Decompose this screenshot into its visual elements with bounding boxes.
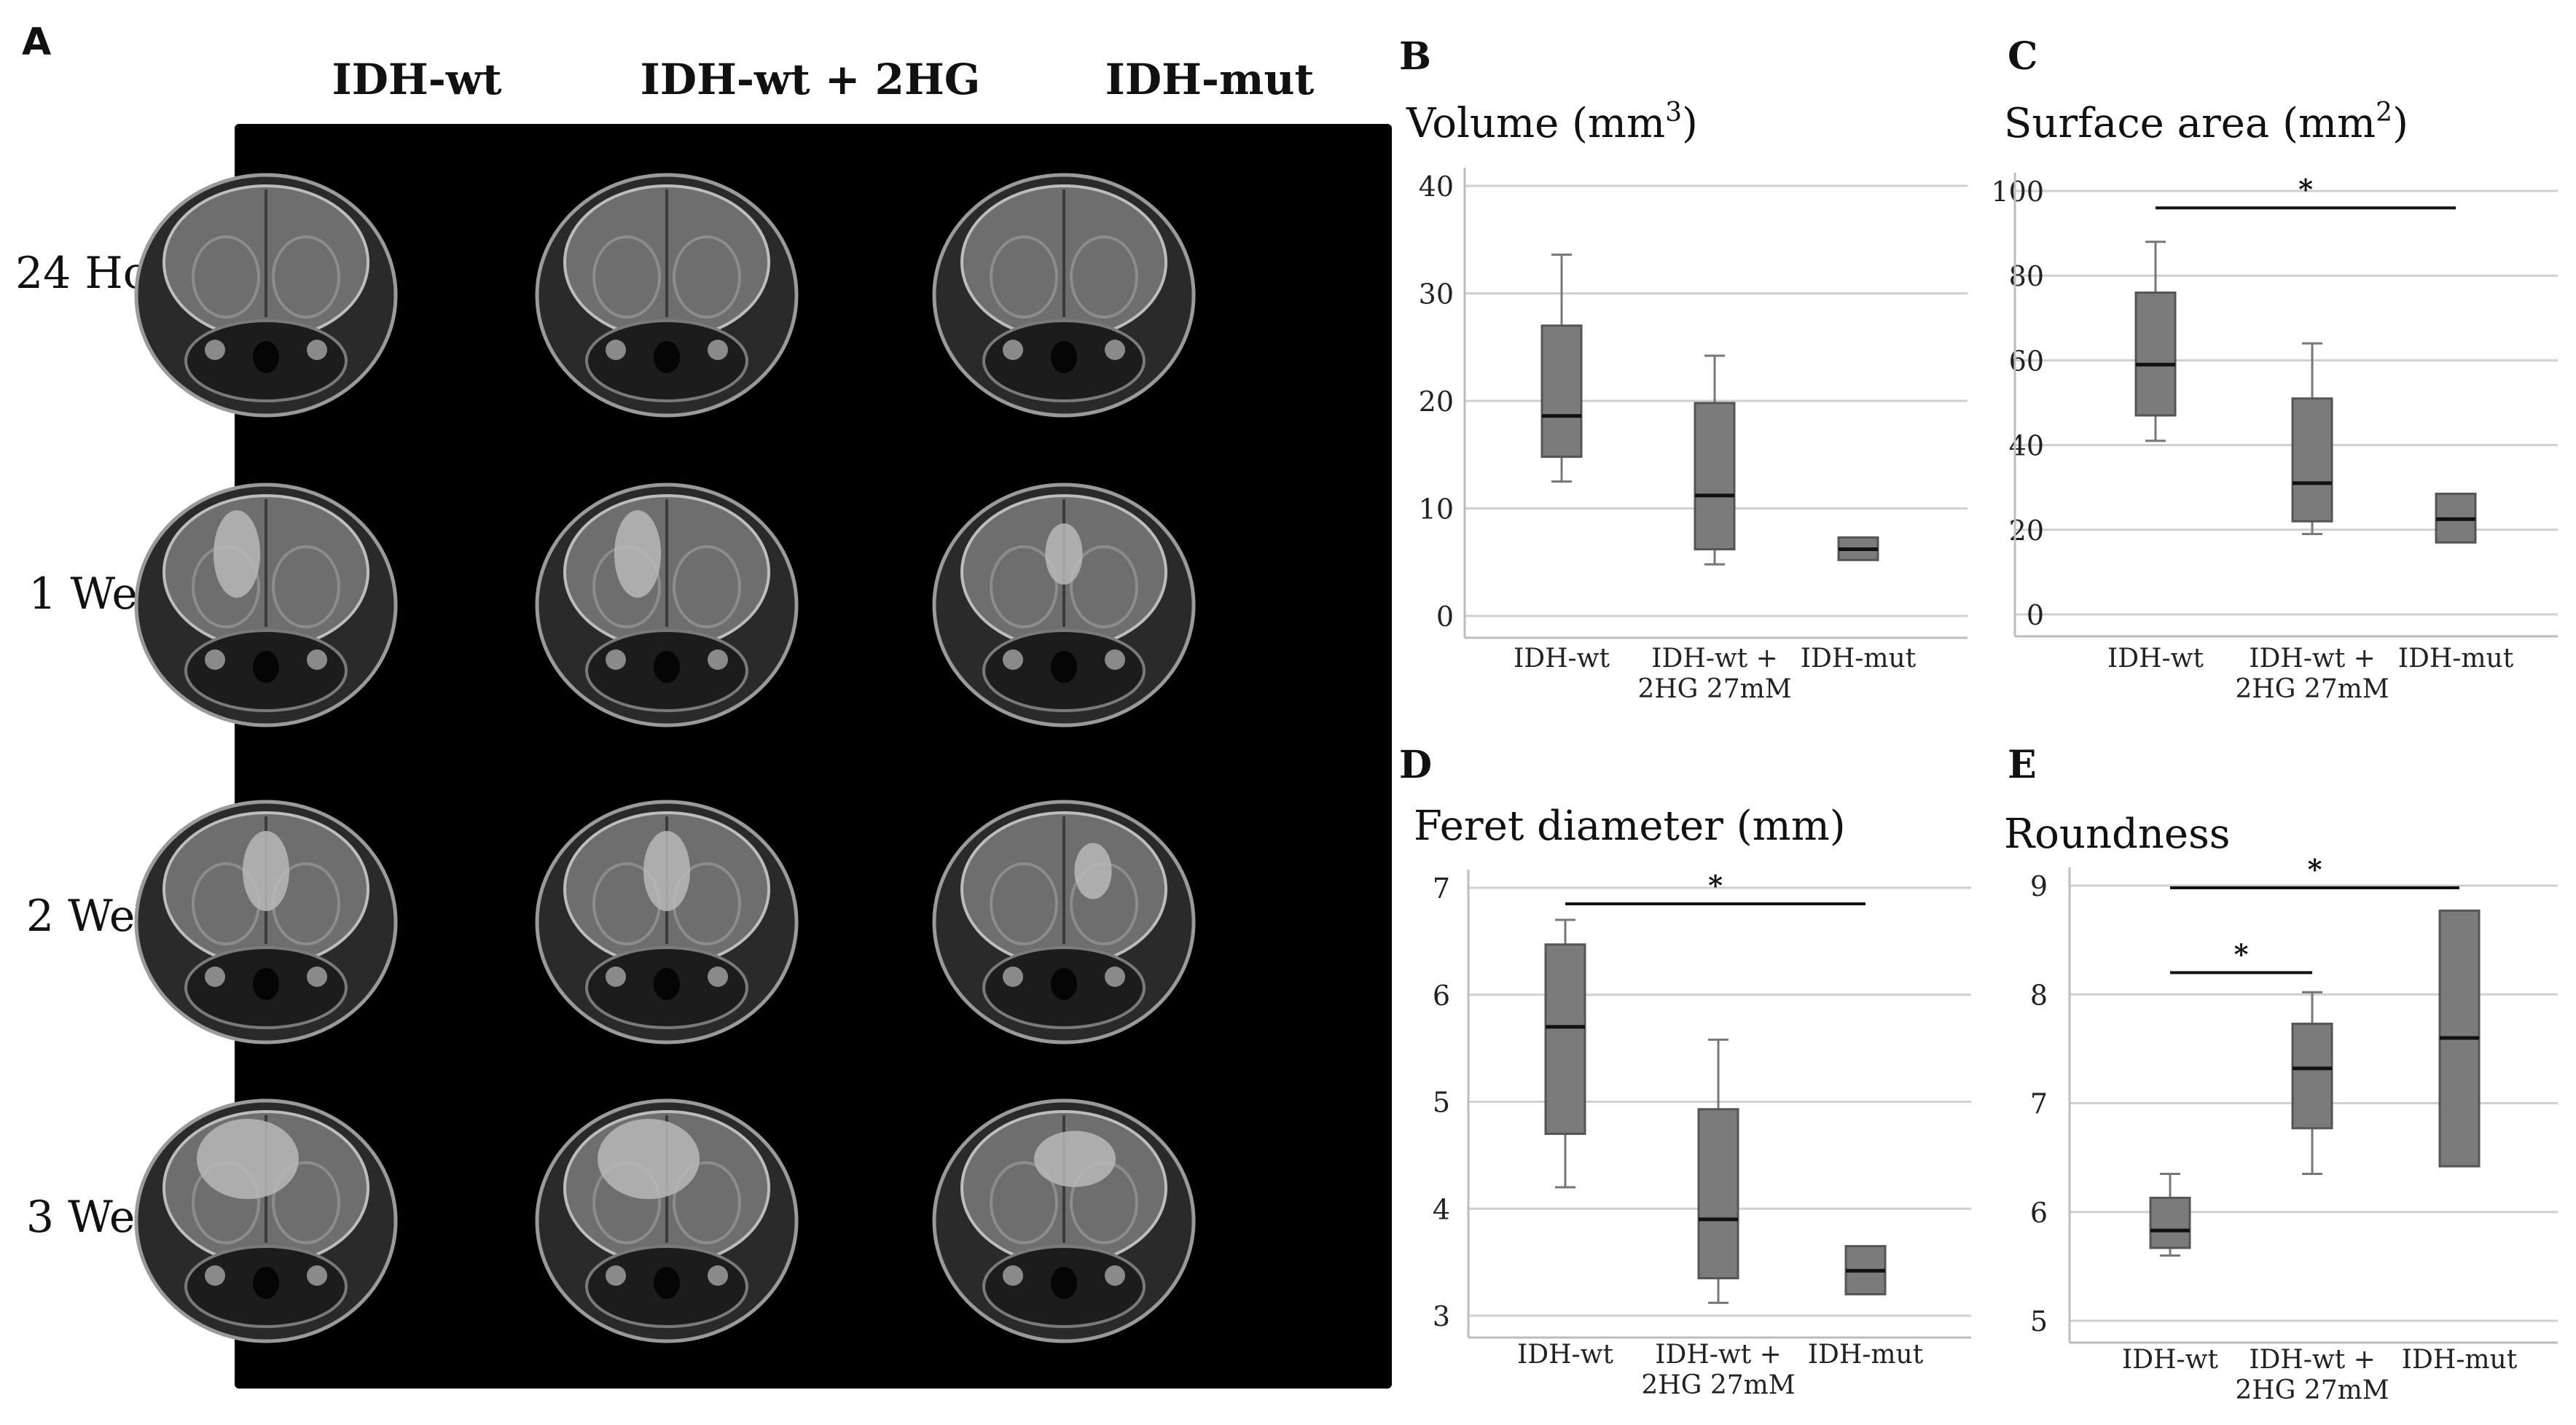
x-category-label: IDH-wt +2HG 27mM — [1637, 644, 1791, 704]
mri-scan — [134, 173, 398, 418]
mri-scan — [535, 1098, 799, 1343]
x-category-label: IDH-mut — [1801, 644, 1917, 674]
chart-panel-b: B Volume (mm3) 0 10 20 30 40 IDH-wt IDH-wt +2HG … — [1399, 34, 1968, 704]
significance-star: * — [2298, 173, 2313, 206]
chart-title: Volume (mm3) — [1406, 98, 1698, 147]
box — [1694, 402, 1736, 551]
significance-star: * — [2308, 853, 2322, 886]
mri-scan — [134, 483, 398, 727]
mri-scan — [535, 173, 799, 418]
y-tick-label: 8 — [2030, 979, 2048, 1011]
x-category-label: IDH-wt +2HG 27mM — [1641, 1340, 1795, 1400]
y-tick-label: 7 — [2030, 1088, 2048, 1120]
box — [1697, 1108, 1739, 1280]
significance-star: * — [1708, 869, 1723, 902]
x-category-label: IDH-wt — [1517, 1340, 1613, 1370]
x-category-label: IDH-wt — [1514, 644, 1610, 674]
panel-label: C — [2008, 34, 2037, 79]
y-tick-label: 9 — [2030, 870, 2048, 902]
y-tick-label: 3 — [1433, 1300, 1450, 1332]
x-category-label: IDH-wt +2HG 27mM — [2235, 1345, 2389, 1405]
y-tick-label: 5 — [2030, 1305, 2048, 1338]
y-tick-label: 6 — [1433, 980, 1450, 1012]
box — [2134, 291, 2177, 417]
y-tick-label: 100 — [1991, 176, 2044, 208]
chart-title: Surface area (mm2) — [2004, 98, 2408, 147]
mri-scan — [535, 483, 799, 727]
y-tick-label: 40 — [1419, 171, 1454, 203]
mri-scan — [932, 483, 1196, 727]
y-tick-label: 5 — [1433, 1087, 1450, 1119]
chart-title: Feret diameter (mm) — [1414, 803, 1846, 850]
mri-scan — [932, 173, 1196, 418]
y-tick-label: 30 — [1419, 278, 1454, 311]
mri-scan — [535, 800, 799, 1045]
y-tick-label: 4 — [1433, 1193, 1450, 1225]
x-category-label: IDH-mut — [1808, 1340, 1924, 1370]
mri-scan — [932, 1098, 1196, 1343]
x-category-label: IDH-mut — [2398, 644, 2514, 674]
column-header-idh-wt: IDH-wt — [332, 55, 502, 104]
y-tick-label: 0 — [1436, 601, 1454, 633]
panel-label: E — [2008, 743, 2037, 787]
box — [1544, 943, 1586, 1136]
chart-panel-d: D Feret diameter (mm) 3 4 5 6 7 IDH-wt IDH-wt +2… — [1399, 743, 1971, 1400]
y-tick-label: 10 — [1419, 493, 1454, 526]
column-header-idh-wt-2hg: IDH-wt + 2HG — [640, 55, 981, 104]
x-category-label: IDH-mut — [2402, 1345, 2518, 1375]
panel-label: B — [1399, 34, 1431, 79]
box — [2291, 397, 2333, 523]
y-tick-label: 7 — [1433, 872, 1450, 905]
mri-image-panel — [134, 124, 1392, 1389]
chart-title: Roundness — [2004, 811, 2231, 858]
column-header-idh-mut: IDH-mut — [1105, 55, 1315, 104]
x-category-label: IDH-wt +2HG 27mM — [2235, 644, 2389, 704]
mri-scan — [134, 1098, 398, 1343]
mri-scan — [134, 800, 398, 1045]
significance-star: * — [2234, 937, 2249, 970]
panel-label-a: A — [22, 20, 52, 64]
y-tick-label: 20 — [1419, 386, 1454, 418]
box — [1540, 324, 1583, 458]
chart-panel-e: E Roundness 5 6 7 8 9 IDH-wt IDH-wt +2HG 27mM IDH… — [2004, 743, 2558, 1405]
x-category-label: IDH-wt — [2107, 644, 2204, 674]
box — [2291, 1023, 2333, 1130]
panel-label: D — [1399, 743, 1432, 787]
y-tick-label: 6 — [2030, 1197, 2048, 1229]
mri-scan — [932, 800, 1196, 1045]
box — [2149, 1196, 2191, 1249]
y-tick-label: 0 — [2027, 599, 2044, 631]
x-category-label: IDH-wt — [2122, 1345, 2218, 1375]
